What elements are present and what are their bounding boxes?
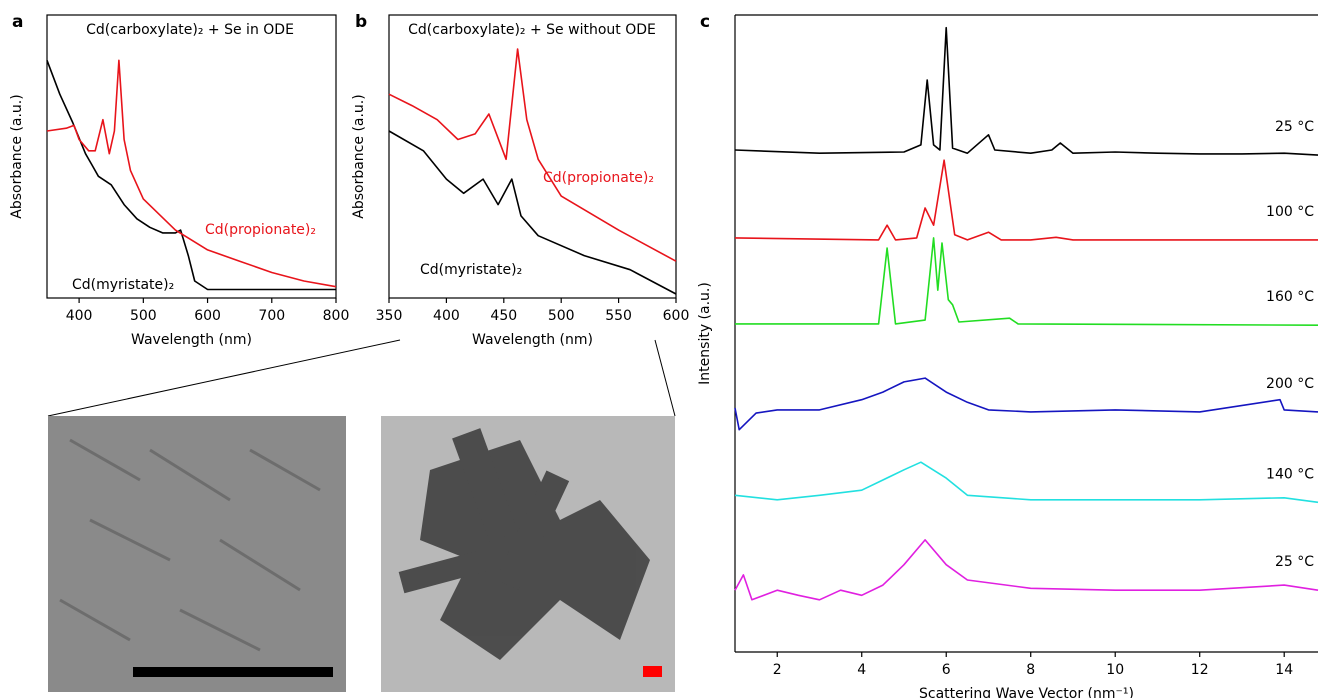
x-tick-label: 400 — [66, 308, 93, 324]
plot-frame — [46, 14, 337, 299]
x-tick-label: 6 — [942, 662, 951, 678]
series-line — [734, 377, 1319, 431]
x-tick-label: 550 — [605, 308, 632, 324]
trace-label: 200 °C — [1266, 376, 1314, 392]
series-label: Cd(myristate)₂ — [72, 277, 174, 293]
series-line — [46, 59, 337, 288]
x-tick-label: 500 — [548, 308, 575, 324]
x-tick-label: 10 — [1106, 662, 1124, 678]
panel: 2 4 6 8 10 12 14 Scattering Wave Vector (nm⁻¹) I… — [697, 12, 1319, 698]
trace-label: 100 °C — [1266, 204, 1314, 220]
series-label: Cd(propionate)₂ — [543, 170, 654, 186]
tem-image — [48, 416, 346, 692]
series-label: Cd(myristate)₂ — [420, 262, 522, 278]
chart-title: Cd(carboxylate)₂ + Se without ODE — [408, 22, 656, 38]
micrographs — [47, 339, 676, 692]
y-axis-title: Intensity (a.u.) — [697, 282, 713, 385]
x-tick-label: 600 — [194, 308, 221, 324]
panel: 350 400 450 500 550 600 Wavelength (nm) Absorba… — [351, 12, 689, 348]
x-axis-title: Wavelength (nm) — [472, 332, 593, 348]
connector — [47, 339, 401, 417]
panel-letter: b — [355, 12, 367, 32]
x-tick-label: 2 — [773, 662, 782, 678]
trace-label: 25 °C — [1275, 119, 1314, 135]
series-line — [735, 237, 1319, 326]
series-line — [388, 130, 677, 295]
chart-title: Cd(carboxylate)₂ + Se in ODE — [86, 22, 294, 38]
x-tick-label: 4 — [857, 662, 866, 678]
y-axis-title: Absorbance (a.u.) — [9, 94, 25, 218]
series-line — [734, 26, 1319, 156]
series-line — [734, 461, 1319, 504]
panel-letter: a — [12, 12, 23, 32]
x-tick-label: 450 — [490, 308, 517, 324]
series-line — [734, 539, 1319, 601]
x-tick-label: 500 — [130, 308, 157, 324]
panel-letter: c — [700, 12, 710, 32]
x-axis-title: Wavelength (nm) — [131, 332, 252, 348]
series-line — [46, 60, 336, 291]
x-axis-title: Scattering Wave Vector (nm⁻¹) — [919, 686, 1134, 698]
x-tick-label: 700 — [258, 308, 285, 324]
trace-label: 160 °C — [1266, 289, 1314, 305]
trace-label: 140 °C — [1266, 466, 1314, 482]
connector — [654, 339, 676, 417]
series-line — [734, 159, 1318, 241]
plot-frame — [388, 14, 677, 299]
scale-bar — [133, 667, 333, 677]
series-label: Cd(propionate)₂ — [205, 222, 316, 238]
x-tick-label: 600 — [663, 308, 690, 324]
scale-bar — [643, 666, 662, 677]
series-line — [388, 48, 677, 262]
x-tick-label: 8 — [1026, 662, 1035, 678]
x-tick-label: 350 — [376, 308, 403, 324]
nanoplatelets — [398, 428, 650, 660]
trace-label: 25 °C — [1275, 554, 1314, 570]
x-tick-label: 12 — [1191, 662, 1209, 678]
x-tick-label: 400 — [433, 308, 460, 324]
x-tick-label: 800 — [323, 308, 350, 324]
panel: 400 500 600 700 800 Wavelength (nm) Absorbance… — [9, 12, 349, 348]
texture — [59, 438, 321, 652]
x-tick-label: 14 — [1275, 662, 1293, 678]
y-axis-title: Absorbance (a.u.) — [351, 94, 367, 218]
